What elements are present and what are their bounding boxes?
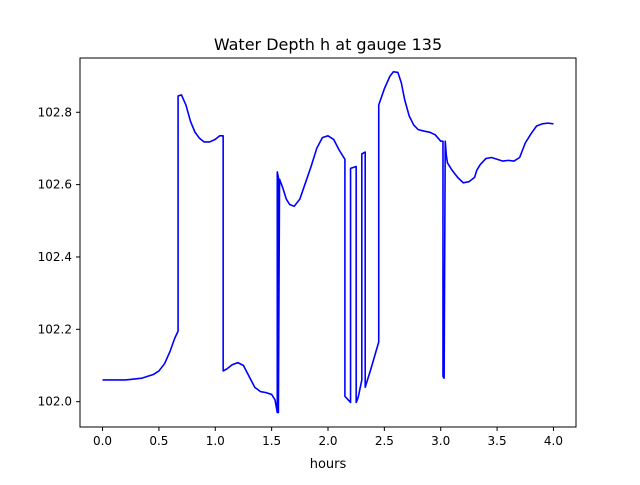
axes-frame bbox=[79, 57, 577, 428]
y-tick-label: 102.8 bbox=[38, 105, 72, 119]
x-tick-label: 0.0 bbox=[93, 434, 112, 448]
y-tick-label: 102.2 bbox=[38, 322, 72, 336]
chart-title: Water Depth h at gauge 135 bbox=[214, 35, 442, 54]
x-tick-label: 3.0 bbox=[431, 434, 450, 448]
x-axis-ticks: 0.0 0.5 1.0 1.5 2.0 2.5 3.0 3.5 4.0 bbox=[93, 427, 563, 448]
plot-area bbox=[102, 70, 554, 414]
x-tick-label: 3.5 bbox=[488, 434, 507, 448]
y-tick-label: 102.4 bbox=[38, 250, 72, 264]
x-tick-label: 0.5 bbox=[149, 434, 168, 448]
y-tick-label: 102.6 bbox=[38, 178, 72, 192]
x-axis-label: hours bbox=[310, 457, 347, 472]
y-axis-ticks: 102.0 102.2 102.4 102.6 102.8 bbox=[38, 105, 80, 409]
x-tick-label: 1.0 bbox=[206, 434, 225, 448]
x-tick-label: 2.5 bbox=[375, 434, 394, 448]
series-line-0 bbox=[102, 70, 554, 414]
x-tick-label: 1.5 bbox=[262, 434, 281, 448]
x-tick-label: 4.0 bbox=[544, 434, 563, 448]
y-tick-label: 102.0 bbox=[38, 395, 72, 409]
x-tick-label: 2.0 bbox=[318, 434, 337, 448]
